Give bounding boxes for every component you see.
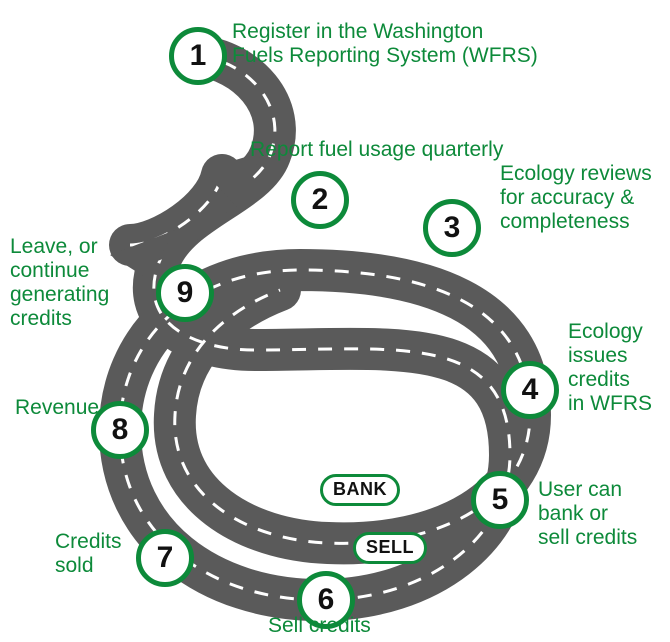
step-badge-4: 4 <box>501 361 559 419</box>
step-badge-9: 9 <box>156 264 214 322</box>
pill-bank: BANK <box>320 474 400 506</box>
step-label-9: Leave, orcontinuegeneratingcredits <box>10 235 150 332</box>
step-badge-1: 1 <box>169 27 227 85</box>
step-label-1: Register in the WashingtonFuels Reportin… <box>232 20 652 68</box>
process-road-diagram: 1 2 3 4 5 6 7 8 9 BANK SELL Register in … <box>0 0 670 642</box>
step-label-4: Ecologyissuescreditsin WFRS <box>568 320 670 417</box>
pill-sell: SELL <box>353 532 427 564</box>
step-label-8: Revenue <box>15 396 115 420</box>
step-badge-3: 3 <box>423 199 481 257</box>
step-label-6: Sell credits <box>268 614 468 638</box>
step-label-5: User canbank orsell credits <box>538 478 670 550</box>
step-label-3: Ecology reviewsfor accuracy &completenes… <box>500 162 670 234</box>
step-badge-5: 5 <box>471 471 529 529</box>
step-label-2: Report fuel usage quarterly <box>250 138 650 162</box>
step-badge-2: 2 <box>291 171 349 229</box>
step-label-7: Creditssold <box>55 530 155 578</box>
